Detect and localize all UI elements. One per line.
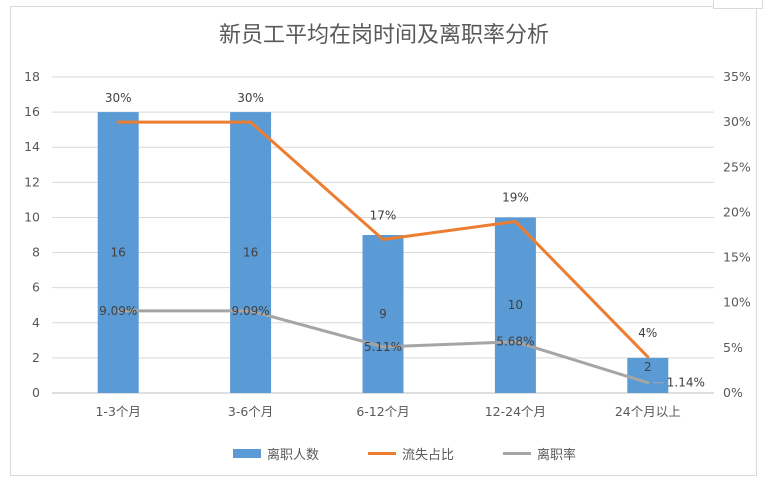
loss-ratio-label: 4% [638,326,657,340]
legend-label: 离职人数 [267,447,319,463]
window-corner [713,0,763,9]
x-tick-label: 1-3个月 [95,404,140,419]
left-tick-label: 18 [24,69,40,84]
rate-label: 5.68% [496,335,534,349]
right-tick-label: 35% [723,69,751,84]
bar [494,217,536,393]
x-tick-label: 3-6个月 [228,404,273,419]
bar-value-label: 16 [243,246,258,260]
right-tick-label: 25% [723,159,751,174]
bar-value-label: 10 [508,298,523,312]
x-tick-label: 12-24个月 [485,404,546,419]
series-line [116,120,650,359]
left-tick-label: 12 [24,174,40,189]
rate-label: 9.09% [232,304,270,318]
right-tick-label: 10% [723,295,751,310]
legend-label: 离职率 [537,447,576,463]
x-axis-ticks: 1-3个月 3-6个月 6-12个月 12-24个月 24个月以上 [95,404,680,419]
left-tick-label: 4 [32,315,40,330]
left-axis-ticks: 0 2 4 6 8 10 12 14 16 18 [24,69,40,400]
right-axis-ticks: 0% 5% 10% 15% 20% 25% 30% 35% [723,69,751,400]
left-tick-label: 2 [32,350,40,365]
chart-title: 新员工平均在岗时间及离职率分析 [219,23,549,48]
left-tick-label: 16 [24,104,40,119]
legend: 离职人数 流失占比 离职率 [233,447,576,463]
loss-ratio-label: 17% [370,209,397,223]
right-tick-label: 30% [723,114,751,129]
x-tick-label: 6-12个月 [356,404,409,419]
bar-value-label: 16 [111,246,126,260]
bar [627,357,669,393]
right-tick-label: 0% [723,385,743,400]
legend-label: 流失占比 [402,448,454,463]
loss-ratio-label: 30% [237,91,264,105]
x-tick-label: 24个月以上 [615,404,681,419]
bar-series [97,112,669,393]
line-series [116,120,650,385]
series-line [116,309,650,385]
rate-label: 9.09% [99,304,137,318]
loss-ratio-label: 30% [105,91,132,105]
bar [97,112,139,393]
bar [230,112,272,393]
right-tick-label: 15% [723,250,751,265]
left-tick-label: 8 [32,245,40,260]
left-tick-label: 6 [32,280,40,295]
data-labels: 16 16 9 10 2 30% 30% 17% 19% 4% 9.09% 9.09% 5.11% 5.6… [99,91,705,390]
bar-value-label: 2 [644,360,652,374]
right-tick-label: 20% [723,204,751,219]
legend-swatch [233,449,261,458]
rate-label: 5.11% [364,340,402,354]
bar [362,235,404,393]
left-tick-label: 0 [32,385,40,400]
left-tick-label: 10 [24,209,40,224]
loss-ratio-label: 19% [502,190,529,204]
left-tick-label: 14 [24,139,40,154]
right-tick-label: 5% [723,340,743,355]
rate-label: 1.14% [667,376,705,390]
bar-value-label: 9 [379,307,387,321]
